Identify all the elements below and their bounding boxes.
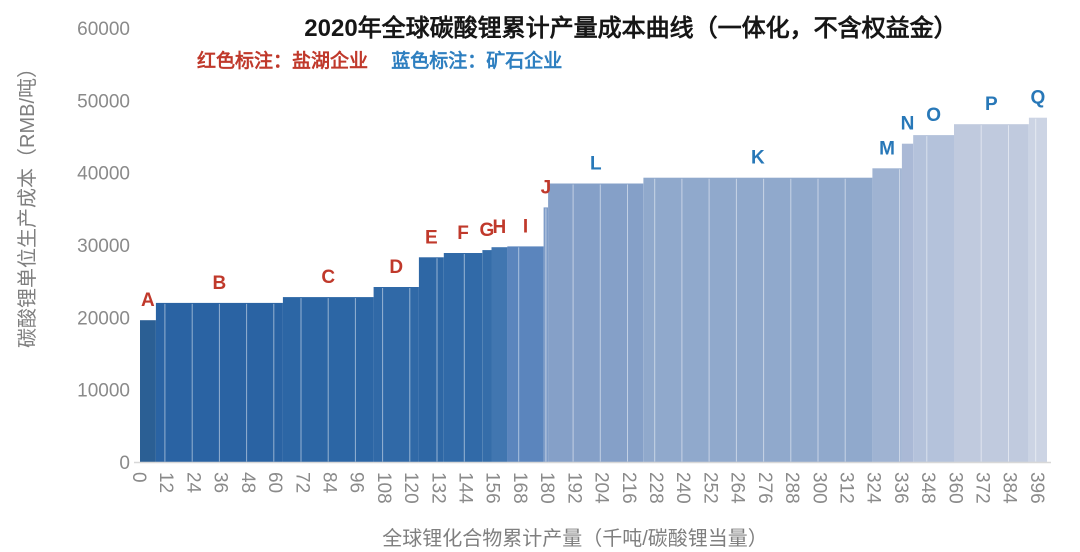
x-tick-240: 240 — [672, 472, 693, 504]
x-tick-396: 396 — [1026, 472, 1047, 504]
segment-label-F: F — [457, 223, 469, 244]
x-axis-title: 全球锂化合物累计产量（千吨/碳酸锂当量） — [382, 528, 768, 550]
y-axis-title: 碳酸锂单位生产成本（RMB/吨） — [17, 58, 39, 348]
x-tick-24: 24 — [182, 472, 203, 494]
x-tick-216: 216 — [618, 472, 639, 504]
x-tick-60: 60 — [264, 472, 285, 493]
x-tick-312: 312 — [836, 472, 857, 504]
bar-segment-G — [482, 250, 492, 462]
bar-segment-L — [548, 183, 644, 462]
bar-segment-P — [954, 124, 1029, 462]
bar-segment-E — [418, 257, 444, 462]
bar-segment-K — [643, 177, 873, 462]
x-tick-108: 108 — [373, 472, 394, 504]
x-tick-264: 264 — [727, 472, 748, 504]
y-tick-60000: 60000 — [77, 19, 130, 40]
x-tick-228: 228 — [645, 472, 666, 504]
x-tick-288: 288 — [781, 472, 802, 504]
x-tick-72: 72 — [291, 472, 312, 493]
bar-segment-O — [913, 135, 954, 462]
x-tick-360: 360 — [944, 472, 965, 504]
segment-label-O: O — [926, 105, 941, 126]
x-tick-348: 348 — [917, 472, 938, 504]
segment-label-A: A — [141, 290, 155, 311]
y-tick-40000: 40000 — [77, 164, 130, 185]
x-tick-300: 300 — [808, 472, 829, 504]
x-tick-12: 12 — [155, 472, 176, 493]
segment-label-I: I — [523, 216, 528, 237]
x-tick-84: 84 — [319, 472, 340, 494]
bar-segment-I — [507, 246, 544, 462]
x-tick-336: 336 — [890, 472, 911, 504]
y-tick-20000: 20000 — [77, 308, 130, 329]
segment-label-D: D — [389, 257, 403, 278]
segment-label-B: B — [213, 273, 227, 294]
x-tick-252: 252 — [699, 472, 720, 504]
bar-segment-D — [373, 287, 419, 462]
x-tick-192: 192 — [563, 472, 584, 504]
x-tick-132: 132 — [427, 472, 448, 504]
segment-label-E: E — [425, 227, 438, 248]
bar-segment-M — [872, 168, 902, 463]
legend-salt-lake-label: 红色标注：盐湖企业 — [197, 51, 369, 72]
segment-label-J: J — [541, 177, 552, 198]
segment-label-Q: Q — [1031, 88, 1046, 109]
bar-segment-Q — [1028, 117, 1047, 462]
segment-label-G: G — [480, 220, 495, 241]
y-tick-10000: 10000 — [77, 381, 130, 402]
y-tick-0: 0 — [119, 453, 130, 474]
x-tick-384: 384 — [999, 472, 1020, 504]
x-tick-276: 276 — [754, 472, 775, 504]
y-tick-50000: 50000 — [77, 91, 130, 112]
x-tick-180: 180 — [536, 472, 557, 504]
segment-label-L: L — [590, 154, 602, 175]
x-tick-120: 120 — [400, 472, 421, 504]
chart-title: 2020年全球碳酸锂累计产量成本曲线（一体化，不含权益金） — [304, 15, 958, 42]
segment-label-P: P — [985, 94, 998, 115]
x-tick-0: 0 — [128, 472, 149, 483]
legend-ore-label: 蓝色标注：矿石企业 — [391, 51, 563, 72]
bar-segment-N — [901, 143, 914, 462]
x-tick-372: 372 — [972, 472, 993, 504]
x-tick-96: 96 — [346, 472, 367, 493]
segment-label-N: N — [901, 114, 915, 135]
bar-segment-H — [491, 247, 508, 462]
bar-segment-F — [443, 253, 483, 462]
segment-label-H: H — [493, 217, 507, 238]
x-tick-204: 204 — [591, 472, 612, 504]
legend: 红色标注：盐湖企业 蓝色标注：矿石企业 — [197, 46, 562, 73]
x-tick-144: 144 — [455, 472, 476, 504]
bar-segment-A — [140, 320, 156, 462]
x-tick-168: 168 — [509, 472, 530, 504]
segment-label-C: C — [321, 267, 335, 288]
x-tick-324: 324 — [863, 472, 884, 504]
segment-label-K: K — [751, 148, 765, 169]
x-tick-48: 48 — [237, 472, 258, 493]
y-tick-30000: 30000 — [77, 236, 130, 257]
x-tick-156: 156 — [482, 472, 503, 504]
segment-label-M: M — [879, 138, 895, 159]
x-tick-36: 36 — [210, 472, 231, 493]
